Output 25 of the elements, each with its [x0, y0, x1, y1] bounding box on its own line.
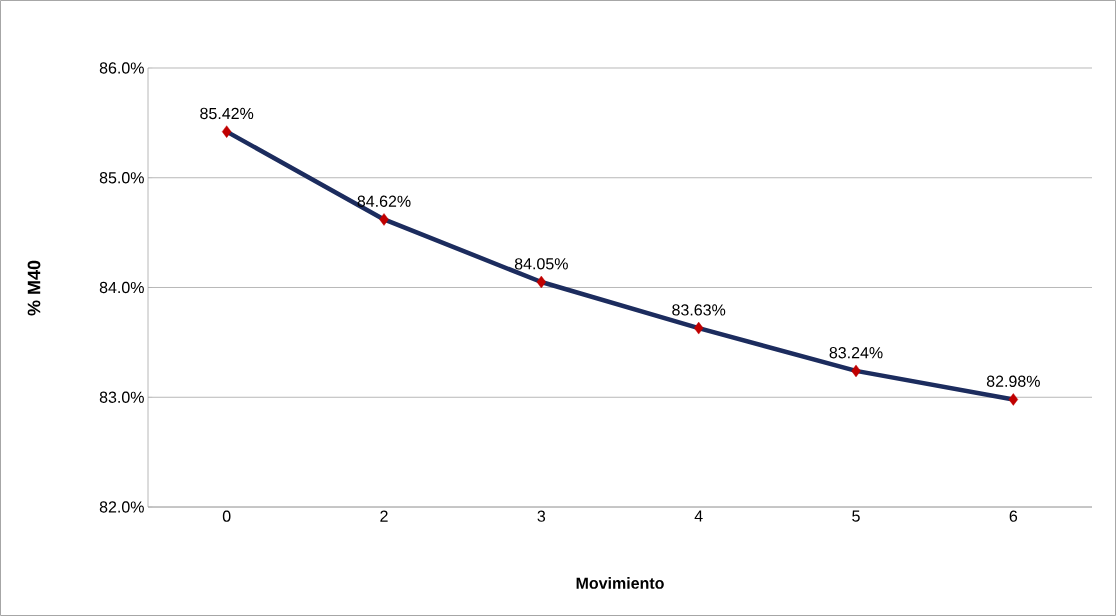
- point: [693, 321, 704, 335]
- data-label: 83.63%: [672, 304, 726, 316]
- data-label: 85.42%: [200, 107, 254, 120]
- point: [851, 364, 861, 378]
- data-label: 84.05%: [514, 258, 568, 270]
- x-tick-label: 6: [1009, 510, 1018, 522]
- y-axis-title: % M40: [27, 260, 41, 316]
- y-tick-label: 85.0%: [99, 172, 144, 184]
- data-label: 84.62%: [357, 195, 411, 207]
- data-label: 83.24%: [829, 347, 883, 359]
- x-tick-label: 2: [380, 510, 388, 522]
- y-tick-label: 83.0%: [99, 391, 144, 403]
- x-tick-label: 4: [694, 510, 703, 522]
- point: [379, 213, 389, 226]
- point: [1008, 393, 1019, 406]
- x-axis-title: Movimiento: [576, 577, 664, 589]
- y-tick-label: 82.0%: [99, 501, 144, 513]
- data-label: 82.98%: [986, 375, 1040, 387]
- x-tick-label: 3: [537, 510, 546, 522]
- point: [221, 125, 232, 138]
- y-tick-label: 86.0%: [99, 62, 144, 74]
- point: [536, 275, 547, 289]
- y-tick-label: 84.0%: [99, 281, 144, 294]
- x-tick-label: 0: [222, 510, 231, 522]
- x-tick-label: 5: [852, 510, 860, 522]
